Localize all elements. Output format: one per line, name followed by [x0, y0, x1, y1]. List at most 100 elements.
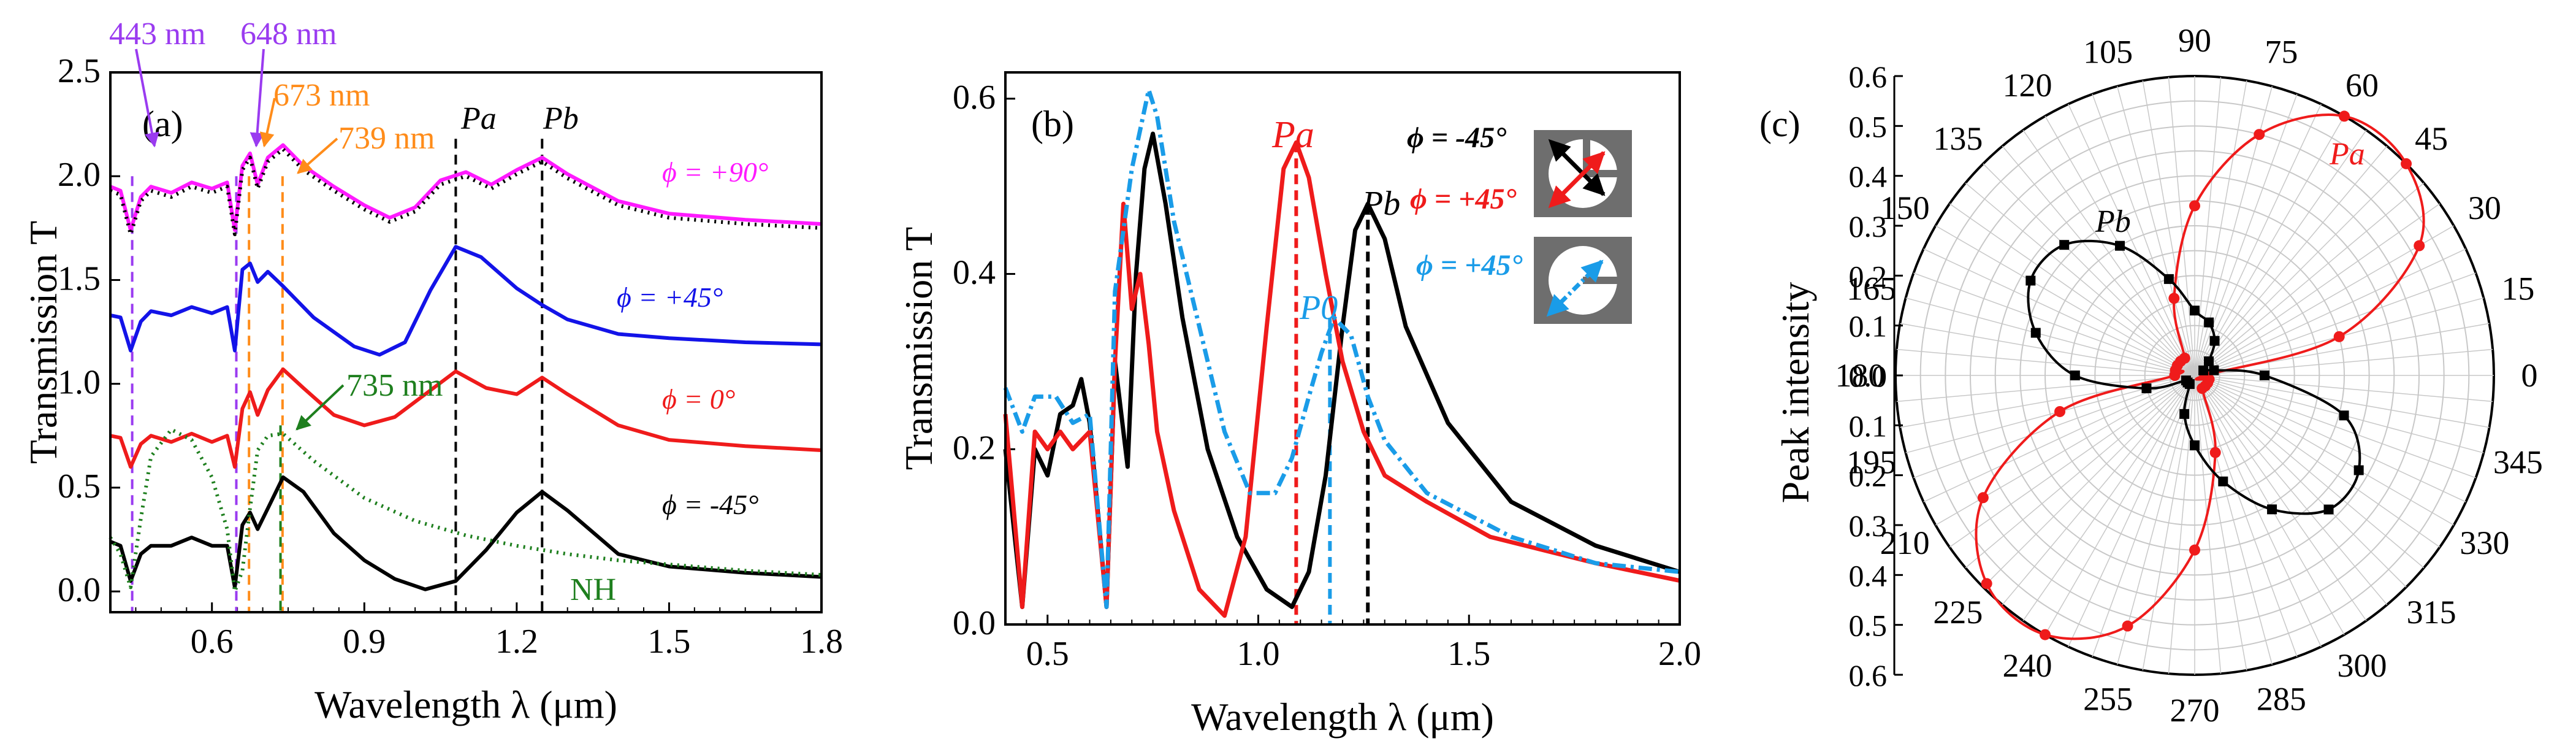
- polar-spoke: [2194, 375, 2407, 588]
- polar-spoke: [2092, 375, 2195, 657]
- polar-point: [1977, 492, 1989, 504]
- y-tick-label: 0.5: [58, 467, 101, 505]
- series-line: [1003, 131, 1681, 609]
- polar-point: [2198, 365, 2209, 375]
- polar-point: [2254, 129, 2265, 140]
- polar-point: [2333, 331, 2345, 342]
- polar-point: [2401, 158, 2412, 169]
- polar-spoke: [2194, 375, 2476, 478]
- panel-a-reference-lines: [131, 139, 544, 612]
- polar-point: [2115, 240, 2125, 251]
- panel-a-xlabel: Wavelength λ (μm): [314, 683, 617, 726]
- polar-point: [2414, 240, 2425, 252]
- polar-point: [2122, 620, 2133, 632]
- radial-tick-label: 0.4: [1849, 558, 1888, 593]
- series-line: [109, 147, 822, 236]
- polar-point: [2190, 305, 2200, 316]
- panel-a-ylabel: Transmission T: [21, 221, 65, 464]
- angle-label: 135: [1933, 120, 1983, 157]
- angle-label: 0: [2521, 357, 2538, 394]
- inset-cross-polarization: [1534, 130, 1632, 217]
- polar-point: [2179, 409, 2190, 419]
- polar-spoke: [2194, 375, 2493, 402]
- label-phi-plus90: ϕ = +90°: [662, 156, 768, 188]
- polar-spoke: [2168, 375, 2195, 674]
- panel-b-ylabel: Transmission T: [897, 227, 940, 471]
- y-tick-label: 1.5: [58, 259, 101, 298]
- polar-point: [2025, 275, 2036, 286]
- annotation-735nm: 735 nm: [346, 368, 443, 403]
- peak-label-pb-a: Pb: [543, 101, 579, 136]
- series-label-pb-c: Pb: [2095, 204, 2131, 239]
- angle-label: 195: [1846, 444, 1896, 480]
- polar-spoke: [1913, 272, 2195, 376]
- polar-spoke: [2194, 272, 2476, 376]
- arrow-443nm: [135, 48, 159, 148]
- polar-spoke: [2194, 163, 2407, 376]
- panel-b-frame: [1004, 71, 1681, 626]
- polar-spoke: [1965, 182, 2195, 376]
- y-tick-label: 2.5: [58, 52, 101, 90]
- x-tick-label: 0.6: [191, 623, 234, 661]
- x-tick-label: 1.0: [1237, 635, 1280, 673]
- arrow-673nm: [259, 98, 276, 148]
- polar-radial-axis: 0.6 0.5 0.4 0.3 0.2 0.1 0.0 0.1 0.2 0.3 0.4 0.5 0.6: [1849, 60, 1903, 693]
- polar-point: [2204, 317, 2214, 328]
- polar-spoke: [2194, 375, 2388, 605]
- series-line: [110, 245, 822, 357]
- label-nh: NH: [570, 572, 616, 607]
- panel-b: 0.5 1.0 1.5 2.0 0.0 0.2 0.4 0.6 (b) Wavelength …: [897, 71, 1701, 739]
- polar-spoke: [2194, 182, 2425, 376]
- y-tick-label: 1.0: [58, 364, 101, 402]
- polar-spoke: [2194, 375, 2367, 621]
- peak-label-pa-b: Pa: [1271, 114, 1314, 156]
- polar-point: [2184, 379, 2195, 390]
- angle-label: 240: [2003, 647, 2052, 684]
- polar-point: [2168, 293, 2180, 304]
- angle-label: 345: [2493, 444, 2543, 480]
- angle-label: 15: [2501, 271, 2534, 307]
- y-tick-label: 0.0: [58, 571, 101, 609]
- polar-spoke: [2142, 80, 2195, 376]
- angle-label: 300: [2338, 647, 2387, 684]
- panel-c-label: (c): [1759, 104, 1801, 144]
- polar-point: [2259, 371, 2269, 380]
- polar-spoke: [2168, 77, 2195, 376]
- x-tick-label: 2.0: [1658, 635, 1701, 673]
- radial-tick-label: 0.0: [1849, 359, 1888, 393]
- panel-a: 0.6 0.9 1.2 1.5 1.80.00.51.01.52.02.5 (a) Wa…: [21, 17, 843, 726]
- peak-label-pb-b: Pb: [1362, 185, 1400, 223]
- x-tick-label: 1.5: [1447, 635, 1490, 673]
- radial-tick-label: 0.6: [1849, 60, 1888, 94]
- y-tick-label: 0.4: [953, 254, 996, 292]
- angle-label: 60: [2345, 67, 2379, 104]
- y-tick-label: 0.6: [953, 79, 996, 117]
- angle-label: 225: [1933, 594, 1983, 631]
- polar-point: [2209, 336, 2220, 346]
- arrow-739nm: [297, 137, 338, 174]
- polar-point: [2059, 240, 2070, 250]
- polar-point: [2203, 374, 2215, 385]
- polar-spoke: [1949, 375, 2195, 548]
- polar-spoke: [2194, 375, 2425, 569]
- radial-tick-label: 0.2: [1849, 259, 1888, 293]
- polar-spoke: [2194, 375, 2247, 670]
- radial-tick-label: 0.3: [1849, 209, 1888, 244]
- polar-spoke: [2194, 375, 2490, 428]
- series-label-pa-c: Pa: [2329, 137, 2365, 172]
- radial-tick-label: 0.4: [1849, 159, 1888, 194]
- polar-point: [1981, 578, 1992, 590]
- angle-label: 180: [1835, 357, 1885, 394]
- polar-spoke: [2068, 375, 2195, 647]
- series-line: [110, 367, 822, 469]
- series-line: [109, 475, 822, 591]
- panel-b-series: [1003, 88, 1681, 618]
- y-tick-label: 2.0: [58, 156, 101, 194]
- annotation-648nm: 648 nm: [240, 17, 337, 52]
- label-phi-0: ϕ = 0°: [662, 383, 735, 415]
- polar-spoke: [2116, 86, 2195, 376]
- polar-series: [1975, 110, 2425, 640]
- polar-point: [2141, 383, 2152, 394]
